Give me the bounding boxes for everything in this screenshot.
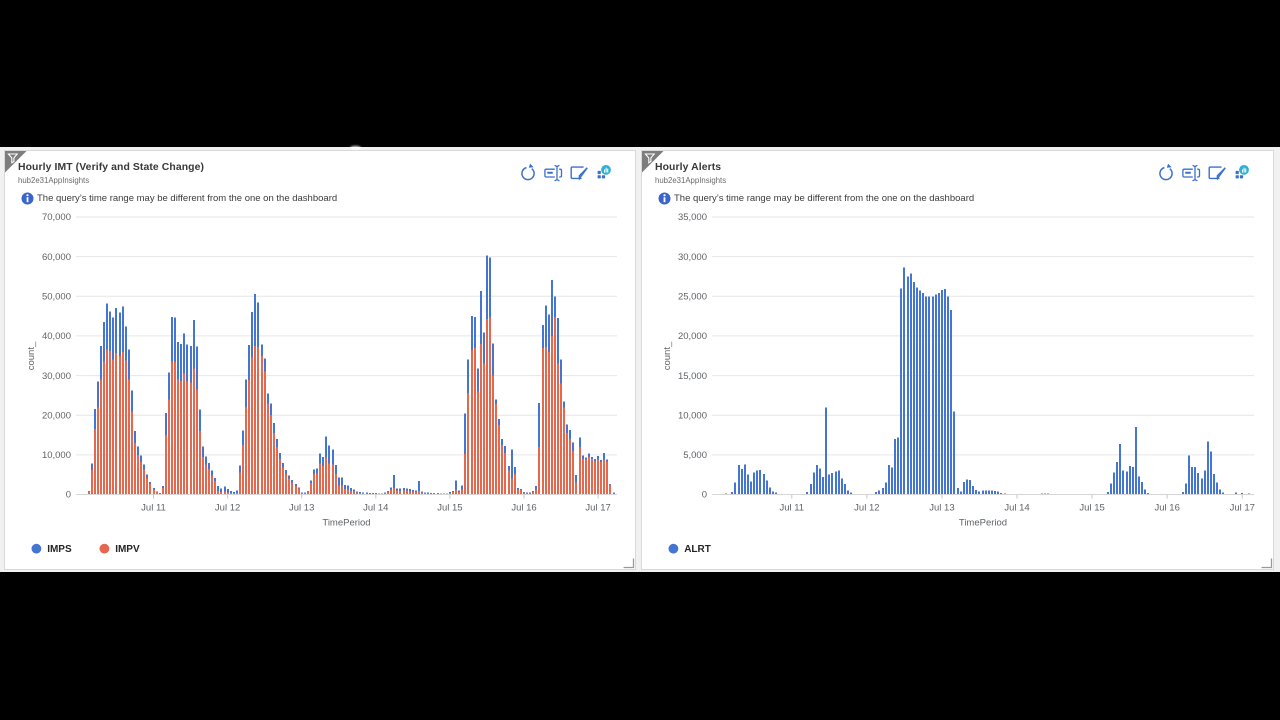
svg-text:0: 0 xyxy=(702,490,707,501)
svg-text:15,000: 15,000 xyxy=(678,371,707,382)
svg-text:ALRT: ALRT xyxy=(684,544,711,555)
svg-text:5,000: 5,000 xyxy=(683,450,707,461)
svg-text:Jul 12: Jul 12 xyxy=(854,503,879,514)
svg-text:50,000: 50,000 xyxy=(42,291,71,302)
svg-text:Jul 12: Jul 12 xyxy=(215,503,240,514)
svg-text:25,000: 25,000 xyxy=(678,291,707,302)
svg-text:30,000: 30,000 xyxy=(678,252,707,263)
svg-text:20,000: 20,000 xyxy=(678,331,707,342)
svg-text:Jul 13: Jul 13 xyxy=(289,503,314,514)
svg-text:TimePeriod: TimePeriod xyxy=(322,518,370,529)
svg-text:IMPS: IMPS xyxy=(47,544,72,555)
svg-text:35,000: 35,000 xyxy=(678,212,707,223)
svg-text:Jul 16: Jul 16 xyxy=(511,503,536,514)
svg-text:60,000: 60,000 xyxy=(42,252,71,263)
svg-text:70,000: 70,000 xyxy=(42,212,71,223)
svg-text:20,000: 20,000 xyxy=(42,410,71,421)
svg-text:Jul 16: Jul 16 xyxy=(1155,503,1180,514)
svg-text:Jul 13: Jul 13 xyxy=(929,503,954,514)
svg-text:Jul 17: Jul 17 xyxy=(585,503,610,514)
svg-text:Jul 11: Jul 11 xyxy=(141,503,166,514)
svg-text:Jul 14: Jul 14 xyxy=(363,503,388,514)
svg-text:40,000: 40,000 xyxy=(42,331,71,342)
svg-text:count_: count_ xyxy=(26,341,37,370)
svg-text:30,000: 30,000 xyxy=(42,371,71,382)
svg-text:Jul 14: Jul 14 xyxy=(1004,503,1029,514)
svg-text:10,000: 10,000 xyxy=(42,450,71,461)
svg-text:10,000: 10,000 xyxy=(678,410,707,421)
svg-text:TimePeriod: TimePeriod xyxy=(959,518,1007,529)
svg-text:Jul 17: Jul 17 xyxy=(1230,503,1255,514)
svg-text:0: 0 xyxy=(66,490,71,501)
svg-text:IMPV: IMPV xyxy=(115,544,140,555)
svg-text:Jul 11: Jul 11 xyxy=(779,503,804,514)
svg-text:Jul 15: Jul 15 xyxy=(1079,503,1104,514)
svg-text:Jul 15: Jul 15 xyxy=(437,503,462,514)
svg-text:count_: count_ xyxy=(662,341,673,370)
